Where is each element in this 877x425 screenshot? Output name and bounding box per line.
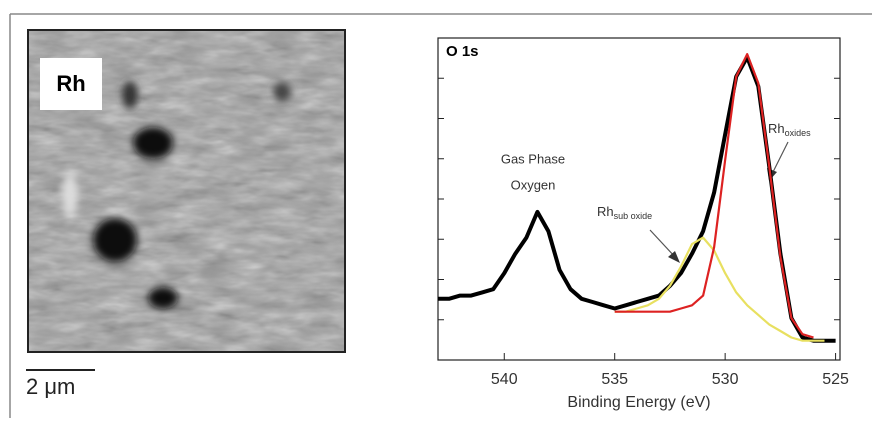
arrow — [649, 229, 677, 259]
annotation-main: Rh — [768, 121, 785, 136]
x-tick-label: 530 — [712, 371, 739, 388]
annotation: Gas Phase — [501, 151, 565, 166]
annotation: Rhoxides — [768, 121, 811, 138]
x-tick-label: 525 — [822, 371, 849, 388]
arrow — [771, 141, 789, 175]
annotation-sub: sub oxide — [614, 211, 653, 221]
annotation-main: Rh — [597, 204, 614, 219]
chart: O 1s Binding Energy (eV) Gas Phase Oxyge… — [437, 37, 849, 411]
image-label: Rh — [56, 71, 85, 96]
label-box — [40, 58, 102, 110]
annotation: Oxygen — [511, 177, 556, 192]
micrograph-border — [27, 29, 346, 353]
x-tick-label: 535 — [601, 371, 628, 388]
series-line — [614, 53, 814, 339]
annotation-sub: oxides — [785, 128, 812, 138]
chart-title: O 1s — [446, 43, 479, 60]
arrowhead — [668, 251, 680, 263]
scale-bar-label: 2 μm — [26, 374, 75, 399]
micrograph: Rh — [27, 29, 346, 353]
x-axis-label: Binding Energy (eV) — [567, 394, 710, 411]
x-tick-label: 540 — [491, 371, 518, 388]
annotation: Rhsub oxide — [597, 204, 652, 221]
series-line — [614, 236, 825, 342]
micrograph-spots — [62, 81, 291, 309]
